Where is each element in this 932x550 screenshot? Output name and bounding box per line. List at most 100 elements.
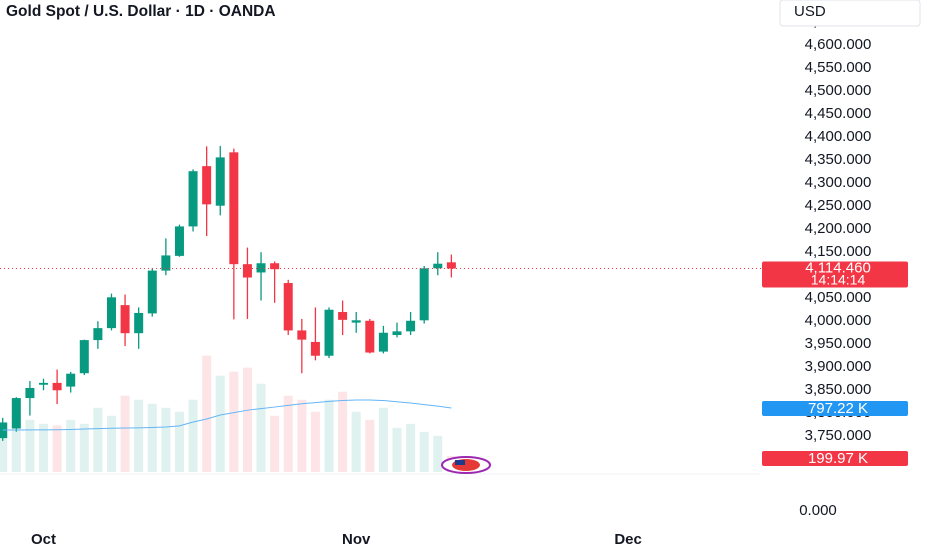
- last-price-label: 4,114.460: [805, 260, 871, 277]
- y-tick-label: 4,500.000: [805, 82, 872, 99]
- y-tick-label: 4,150.000: [805, 243, 872, 260]
- volume-bar: [39, 423, 49, 472]
- x-tick-label: Oct: [31, 531, 56, 548]
- y-tick-label: 4,600.000: [805, 36, 872, 53]
- candle-body: [215, 157, 225, 206]
- volume-bar: [106, 415, 116, 472]
- currency-label: USD: [794, 3, 826, 20]
- volume-bar: [134, 399, 144, 472]
- x-tick-label: Dec: [614, 531, 642, 548]
- volume-bar: [188, 399, 198, 472]
- candle-body: [256, 263, 266, 273]
- volume-bar: [256, 383, 266, 472]
- volume-bar: [297, 399, 307, 472]
- candle-body: [365, 320, 375, 353]
- candle-body: [419, 268, 429, 321]
- volume-bar: [378, 407, 388, 472]
- candle-body: [188, 171, 198, 227]
- candle-body: [351, 320, 361, 323]
- volume-box: [762, 451, 908, 466]
- y-tick-label: 4,050.000: [805, 289, 872, 306]
- axis-header-bg: [780, 0, 920, 26]
- candle-body: [310, 341, 320, 356]
- candle-body: [270, 263, 280, 270]
- volume-bar: [25, 419, 35, 472]
- volume-bar: [419, 431, 429, 472]
- candle-body: [147, 270, 157, 314]
- volume-bar: [93, 407, 103, 472]
- volume-bar: [406, 423, 416, 472]
- volume-bar: [174, 411, 184, 472]
- y-tick-label: 3,750.000: [805, 427, 872, 444]
- y-tick-label: 3,950.000: [805, 335, 872, 352]
- chart-title: Gold Spot / U.S. Dollar · 1D · OANDA: [6, 3, 276, 20]
- volume-bar: [229, 371, 239, 472]
- x-tick-label: Nov: [342, 531, 371, 548]
- y-tick-label: 4,000.000: [805, 312, 872, 329]
- y-tick-label: 4,250.000: [805, 197, 872, 214]
- candle-body: [446, 262, 456, 269]
- volume-ma-line: [2, 399, 452, 431]
- volume-bar: [147, 403, 157, 472]
- candle-body: [324, 309, 334, 356]
- axis-header-border: [779, 0, 921, 27]
- candle-body: [378, 332, 388, 352]
- volume-bar: [338, 391, 348, 472]
- candle-body: [338, 312, 348, 320]
- candle-body: [202, 166, 212, 205]
- volume-bar: [351, 411, 361, 472]
- y-tick-label: 4,550.000: [805, 59, 872, 76]
- candle-body: [392, 331, 402, 336]
- volume-bar: [52, 425, 62, 472]
- candle-body: [229, 152, 239, 265]
- volume-bar: [324, 399, 334, 472]
- candle-body: [406, 320, 416, 332]
- countdown-label: 14:14:14: [811, 271, 866, 287]
- candle-body: [52, 382, 62, 391]
- volume-bar: [283, 395, 293, 472]
- y-tick-label: 4,200.000: [805, 220, 872, 237]
- volume-bar: [120, 395, 130, 472]
- volume-bar: [392, 427, 402, 472]
- volume-bar: [310, 411, 320, 472]
- y-tick-label: 3,900.000: [805, 358, 872, 375]
- country-icon: [441, 456, 491, 474]
- volume-ma-box: [762, 401, 908, 417]
- candle-body: [120, 305, 130, 334]
- volume-bar: [0, 427, 8, 472]
- plot-area: [0, 145, 760, 475]
- candle-body: [25, 387, 35, 399]
- volume-bar: [242, 367, 252, 472]
- candle-body: [174, 226, 184, 256]
- volume-bar: [202, 355, 212, 472]
- lower-axis-label: 0.000: [799, 502, 837, 519]
- candle-body: [134, 312, 144, 334]
- volume-bar: [433, 435, 443, 472]
- candle-body: [11, 398, 21, 429]
- y-tick-label: 4,350.000: [805, 151, 872, 168]
- candle-body: [39, 382, 49, 385]
- candle-body: [433, 263, 443, 269]
- volume-bar: [215, 375, 225, 472]
- candle-body: [297, 330, 307, 340]
- last-price-box: [762, 261, 908, 288]
- icon-canton: [455, 460, 465, 465]
- candle-body: [283, 283, 293, 331]
- volume-bar: [365, 419, 375, 472]
- candle-body: [79, 340, 89, 374]
- y-tick-label: 3,850.000: [805, 381, 872, 398]
- y-tick-label: 4,300.000: [805, 174, 872, 191]
- volume-bar: [79, 423, 89, 472]
- candle-body: [66, 373, 76, 387]
- volume-bar: [270, 415, 280, 472]
- y-tick-label: 4,450.000: [805, 105, 872, 122]
- candle-body: [242, 264, 252, 278]
- candle-body: [161, 255, 171, 271]
- volume-bar: [161, 407, 171, 472]
- volume-bar: [11, 415, 21, 472]
- volume-ma-label: 797.22 K: [808, 400, 868, 417]
- y-tick-label: 4,400.000: [805, 128, 872, 145]
- volume-bar: [66, 419, 76, 472]
- candle-body: [106, 297, 116, 329]
